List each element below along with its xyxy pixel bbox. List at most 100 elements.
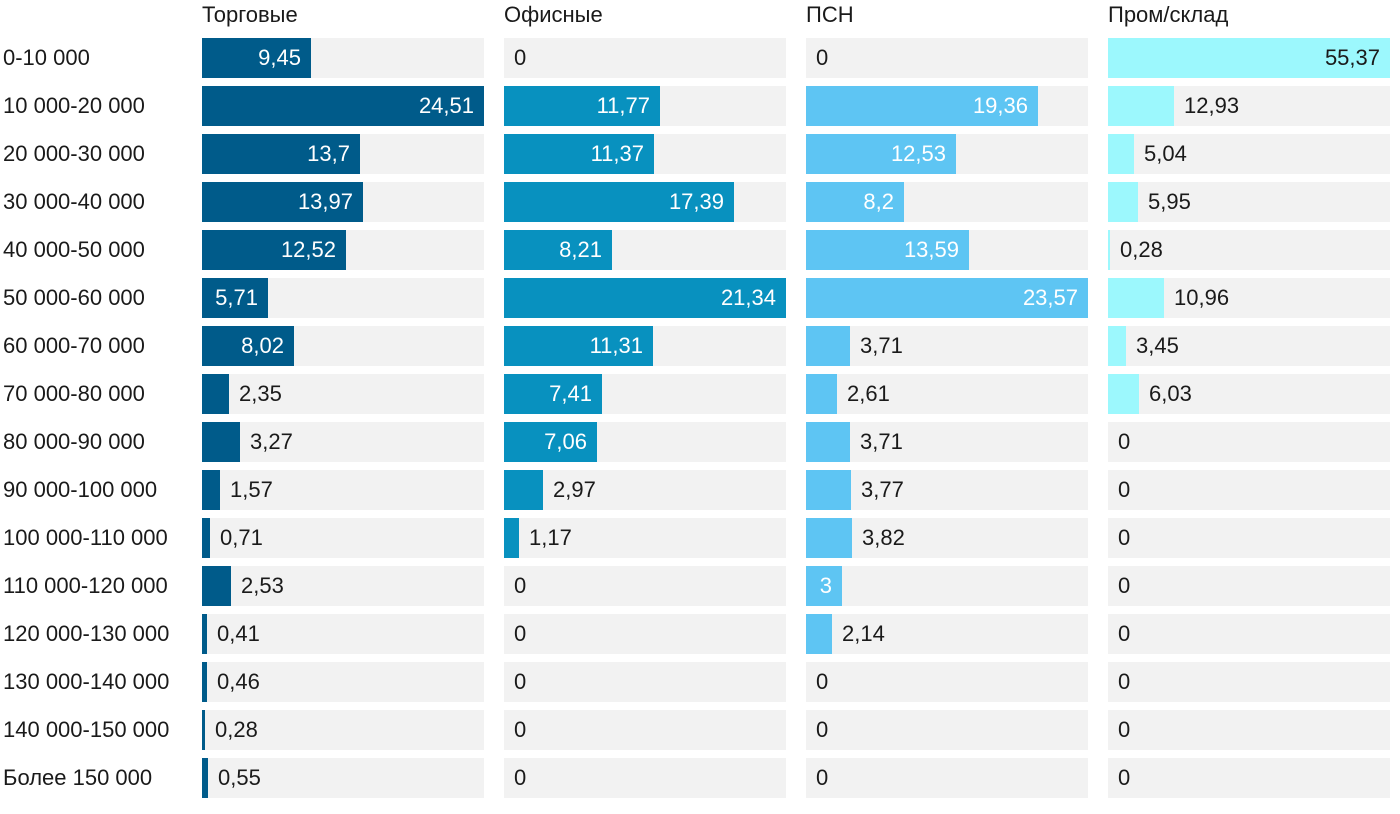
bar [202, 326, 294, 366]
data-label: 2,61 [847, 381, 890, 406]
bar [504, 374, 602, 414]
data-label: 0 [514, 573, 527, 598]
data-label: 0 [514, 621, 527, 646]
category-label: 0-10 000 [3, 45, 90, 70]
data-label: 7,06 [544, 429, 587, 454]
data-label: 9,45 [258, 45, 301, 70]
data-label: 0,55 [218, 765, 261, 790]
data-label: 3,71 [860, 333, 903, 358]
data-label: 24,51 [418, 93, 474, 118]
category-label: 130 000-140 000 [3, 669, 170, 694]
data-label: 0,28 [1120, 237, 1163, 262]
bar [202, 422, 240, 462]
bar-track [504, 614, 786, 654]
bar-track [806, 326, 1088, 366]
bar [806, 326, 850, 366]
bar [806, 566, 842, 606]
category-label: 80 000-90 000 [3, 429, 145, 454]
bar-track [1108, 662, 1390, 702]
bar-track [806, 566, 1088, 606]
data-label: 0,71 [220, 525, 263, 550]
bar-track [806, 662, 1088, 702]
bar-track [1108, 134, 1390, 174]
bar-track [504, 470, 786, 510]
bar [504, 422, 597, 462]
bar [1108, 374, 1139, 414]
bar-track [504, 566, 786, 606]
category-label: 90 000-100 000 [3, 477, 158, 502]
data-label: 3,82 [862, 525, 905, 550]
bar-track [1108, 326, 1390, 366]
bar-track [202, 614, 484, 654]
bar-track [504, 518, 786, 558]
panel-title: Пром/склад [1108, 2, 1229, 27]
bar [504, 278, 786, 318]
data-label: 0 [1118, 429, 1131, 454]
data-label: 0 [1118, 765, 1131, 790]
data-label: 21,34 [720, 285, 776, 310]
bar [202, 182, 363, 222]
category-label: Более 150 000 [3, 765, 153, 790]
data-label: 5,95 [1148, 189, 1191, 214]
bar [806, 134, 956, 174]
bar-track [504, 710, 786, 750]
category-label: 50 000-60 000 [3, 285, 145, 310]
bar [202, 758, 208, 798]
bar [806, 422, 850, 462]
bar [202, 134, 360, 174]
bar-track [1108, 518, 1390, 558]
bar [504, 326, 653, 366]
bar-track [806, 470, 1088, 510]
data-label: 17,39 [668, 189, 724, 214]
bar [504, 518, 519, 558]
bar [504, 134, 654, 174]
data-label: 11,77 [596, 93, 650, 118]
data-label: 0 [1118, 477, 1131, 502]
bar [1108, 326, 1126, 366]
bar-track [806, 710, 1088, 750]
data-label: 2,97 [553, 477, 596, 502]
data-label: 0 [816, 717, 829, 742]
data-label: 12,53 [890, 141, 946, 166]
data-label: 0 [514, 669, 527, 694]
bar [1108, 38, 1390, 78]
bar-track [504, 38, 786, 78]
data-label: 7,41 [549, 381, 592, 406]
data-label: 3,27 [250, 429, 293, 454]
bar [504, 470, 543, 510]
bar-track [202, 518, 484, 558]
data-label: 8,2 [863, 189, 894, 214]
category-label: 110 000-120 000 [3, 573, 168, 598]
category-label: 10 000-20 000 [3, 93, 145, 118]
bar [504, 230, 612, 270]
data-label: 55,37 [1324, 45, 1380, 70]
category-label: 30 000-40 000 [3, 189, 145, 214]
bar [806, 230, 969, 270]
bar [1108, 134, 1134, 174]
bar-track [806, 374, 1088, 414]
bar-track [1108, 470, 1390, 510]
bar [806, 470, 851, 510]
panel-title: Офисные [504, 2, 603, 27]
bar [504, 182, 734, 222]
data-label: 0 [514, 765, 527, 790]
bar-track [806, 518, 1088, 558]
category-label: 100 000-110 000 [3, 525, 168, 550]
bar-track [806, 614, 1088, 654]
data-label: 0 [1118, 525, 1131, 550]
bar [806, 374, 837, 414]
data-label: 12,52 [280, 237, 336, 262]
data-label: 19,36 [972, 93, 1028, 118]
bar-track [1108, 422, 1390, 462]
data-label: 0 [1118, 669, 1131, 694]
data-label: 0,46 [217, 669, 260, 694]
bar [202, 566, 231, 606]
bar [1108, 86, 1174, 126]
bar-track [504, 758, 786, 798]
data-label: 13,59 [903, 237, 959, 262]
data-label: 1,57 [230, 477, 273, 502]
data-label: 6,03 [1149, 381, 1192, 406]
data-label: 5,04 [1144, 141, 1187, 166]
data-label: 0 [514, 717, 527, 742]
